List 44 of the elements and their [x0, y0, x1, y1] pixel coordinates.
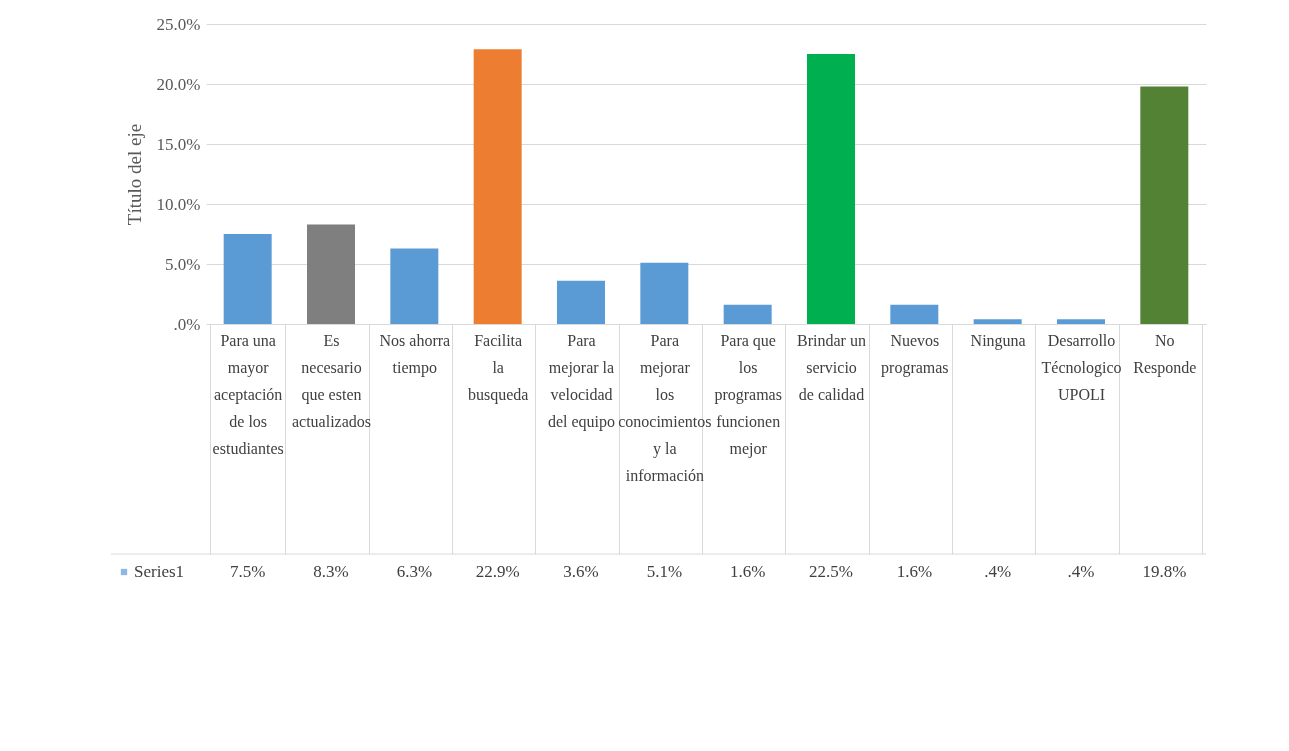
data-label: 7.5%	[229, 562, 266, 581]
bar	[973, 319, 1022, 324]
data-label: 5.1%	[646, 562, 683, 581]
data-label: 1.6%	[896, 562, 933, 581]
data-label: 19.8%	[1142, 562, 1187, 581]
data-label: 8.3%	[313, 562, 349, 581]
x-tick-label: Ninguna	[970, 331, 1026, 350]
bar	[307, 224, 355, 324]
x-tick-label: Facilita la busqueda	[467, 331, 529, 404]
y-tick-label: 25.0%	[156, 14, 201, 34]
x-tick-label: Para que los programas funcionen mejor	[714, 331, 782, 458]
data-label: .4%	[984, 562, 1012, 581]
data-label: .4%	[1067, 562, 1095, 581]
bar	[640, 262, 689, 324]
bar	[473, 49, 522, 324]
x-tick-label: Para mejorar la velocidad del equipo	[547, 331, 616, 431]
y-tick-label: 15.0%	[156, 134, 201, 154]
data-label: 3.6%	[563, 562, 599, 581]
x-tick-label: Para mejorar los conocimientos y la información	[618, 331, 712, 484]
data-label: 6.3%	[396, 562, 433, 581]
x-tick-label: Brindar un servicio de calidad	[797, 331, 866, 403]
bar	[557, 280, 605, 324]
y-tick-label: .0%	[173, 314, 201, 334]
x-tick-label: Es necesario que esten actualizados	[291, 331, 372, 430]
bar	[390, 248, 439, 324]
data-label: 22.5%	[809, 562, 853, 581]
y-tick-label: 20.0%	[156, 74, 201, 94]
bar	[890, 304, 939, 324]
x-tick-label: Para una mayor aceptación de los estudiantes	[212, 331, 284, 457]
data-label: 22.9%	[475, 562, 520, 581]
bar	[223, 234, 272, 324]
bar	[1140, 86, 1189, 324]
x-tick-label: Desarrollo Técnologico UPOLI	[1041, 331, 1122, 403]
bar	[723, 304, 772, 324]
y-tick-label: 5.0%	[165, 254, 201, 274]
legend-label: Series1	[134, 562, 185, 581]
x-tick-label: No Responde	[1133, 331, 1197, 377]
bar	[807, 54, 855, 324]
y-axis-title: Título del eje	[123, 123, 145, 226]
y-tick-label: 10.0%	[156, 194, 201, 214]
bar	[1057, 319, 1105, 324]
data-label: 1.6%	[729, 562, 766, 581]
x-tick-label: Nuevos programas	[881, 331, 949, 377]
x-tick-label: Nos ahorra tiempo	[379, 331, 451, 377]
